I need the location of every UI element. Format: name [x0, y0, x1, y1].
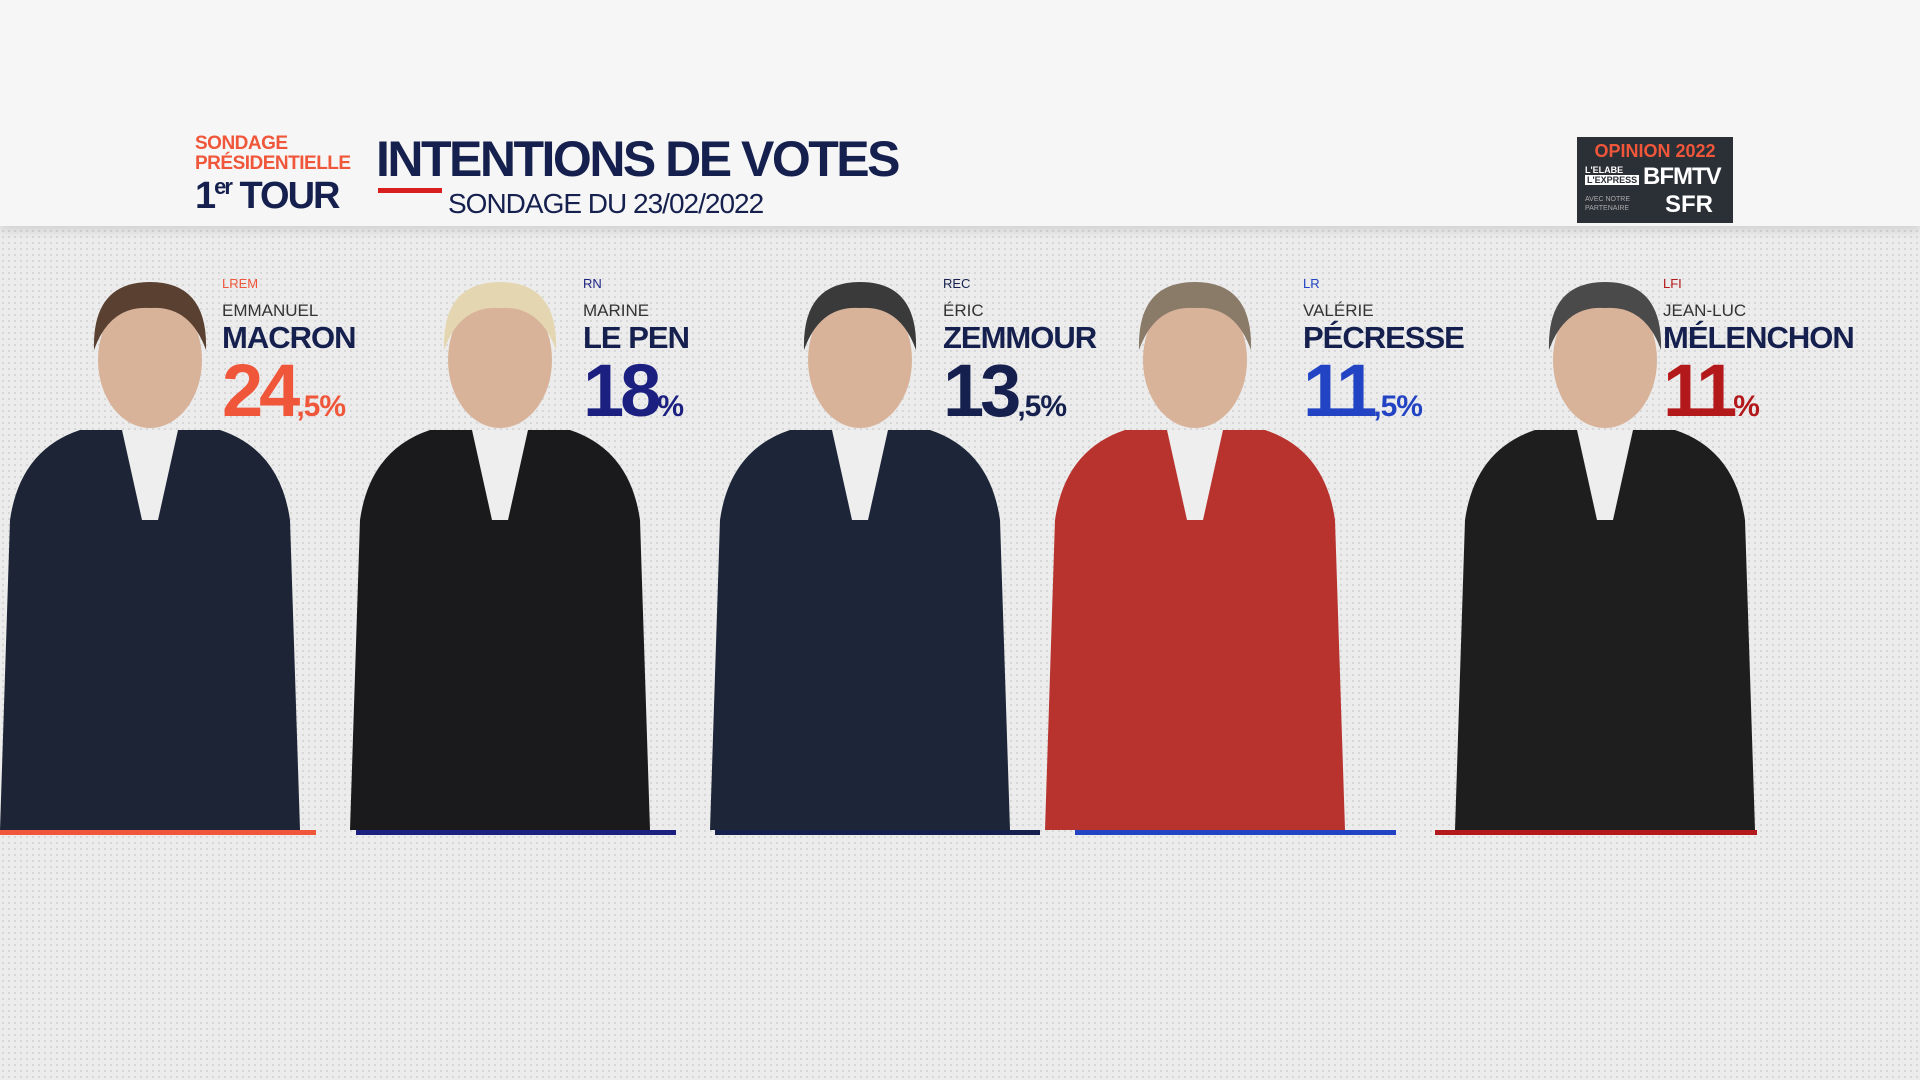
vote-share: 24,5% [222, 354, 356, 447]
vote-share: 18% [583, 354, 689, 447]
last-name: ZEMMOUR [943, 320, 1097, 355]
vote-main: 11 [1663, 349, 1737, 432]
underline [0, 830, 316, 835]
last-name: PÉCRESSE [1303, 320, 1465, 355]
party-label: LFI [1663, 276, 1682, 291]
vote-unit: % [319, 390, 346, 423]
vote-main: 13 [943, 349, 1021, 432]
figure-head [808, 292, 912, 428]
last-name: MÉLENCHON [1663, 320, 1855, 355]
underline [1435, 830, 1757, 835]
vote-main: 24 [222, 349, 300, 432]
candidate: LFI JEAN-LUC MÉLENCHON 11% [1663, 276, 1855, 447]
vote-share: 11% [1663, 354, 1854, 447]
candidate: RN MARINE LE PEN 18% [583, 276, 690, 447]
vote-share: 13,5% [943, 354, 1096, 447]
title: INTENTIONS DE VOTES [376, 131, 901, 187]
first-name: VALÉRIE [1303, 301, 1374, 320]
round-suffix: er [214, 174, 233, 199]
tag-line: SONDAGE [195, 133, 288, 154]
vote-unit: % [1040, 390, 1067, 423]
figure-body [350, 430, 650, 830]
vote-main: 18 [583, 349, 661, 432]
party-label: RN [583, 276, 602, 291]
last-name: LE PEN [583, 320, 690, 355]
party-label: LREM [222, 276, 259, 291]
round-word: TOUR [239, 175, 341, 217]
title-accent [378, 188, 442, 193]
last-name: MACRON [222, 320, 356, 355]
figure-body [1455, 430, 1755, 830]
underline [1075, 830, 1396, 835]
figure-head [1143, 292, 1247, 428]
candidate: LR VALÉRIE PÉCRESSE 11,5% [1303, 276, 1465, 447]
logo-brand: BFMTV [1643, 163, 1722, 190]
tag-line: PRÉSIDENTIELLE [195, 153, 351, 174]
figure-hair [1138, 282, 1252, 350]
figure-shirt [472, 430, 528, 520]
logo: OPINION 2022 L'ELABE L'EXPRESS BFMTV AVE… [1577, 137, 1733, 223]
first-name: EMMANUEL [222, 301, 319, 320]
figure-shirt [1577, 430, 1633, 520]
party-label: REC [943, 276, 971, 291]
figure-head [448, 292, 552, 428]
vote-unit: % [1396, 390, 1423, 423]
figure-shirt [832, 430, 888, 520]
candidate: REC ÉRIC ZEMMOUR 13,5% [943, 276, 1097, 447]
round-number: 1 [195, 175, 216, 217]
first-name: JEAN-LUC [1663, 301, 1747, 320]
figure-body [710, 430, 1010, 830]
first-name: MARINE [583, 301, 650, 320]
figure-hair [443, 282, 557, 350]
round: 1er TOUR [195, 174, 341, 218]
logo-partner: SFR [1665, 191, 1713, 218]
figure-shirt [122, 430, 178, 520]
logo-line: L'ELABE [1585, 165, 1624, 175]
candidate: LREM EMMANUEL MACRON 24,5% [222, 276, 356, 447]
figure-body [1045, 430, 1345, 830]
first-name: ÉRIC [943, 301, 984, 320]
vote-share: 11,5% [1303, 354, 1464, 447]
subtitle: SONDAGE DU 23/02/2022 [448, 188, 764, 219]
party-label: LR [1303, 276, 1320, 291]
logo-partner-text: AVEC NOTRE PARTENAIRE [1585, 196, 1630, 212]
vote-decimal: ,5 [296, 390, 320, 423]
figure-hair [1548, 282, 1662, 350]
logo-line: L'EXPRESS [1585, 175, 1640, 185]
vote-main: 11 [1303, 349, 1377, 432]
underline [356, 830, 676, 835]
vote-unit: % [1733, 390, 1760, 423]
vote-unit: % [657, 390, 684, 423]
vote-decimal: ,5 [1373, 390, 1397, 423]
logo-title: OPINION 2022 [1594, 141, 1716, 161]
figure-hair [803, 282, 917, 350]
figure-hair [93, 282, 207, 350]
figure-shirt [1167, 430, 1223, 520]
figure-head [1553, 292, 1657, 428]
vote-decimal: ,5 [1017, 390, 1041, 423]
figure-body [0, 430, 300, 830]
figure-head [98, 292, 202, 428]
underline [715, 830, 1040, 835]
